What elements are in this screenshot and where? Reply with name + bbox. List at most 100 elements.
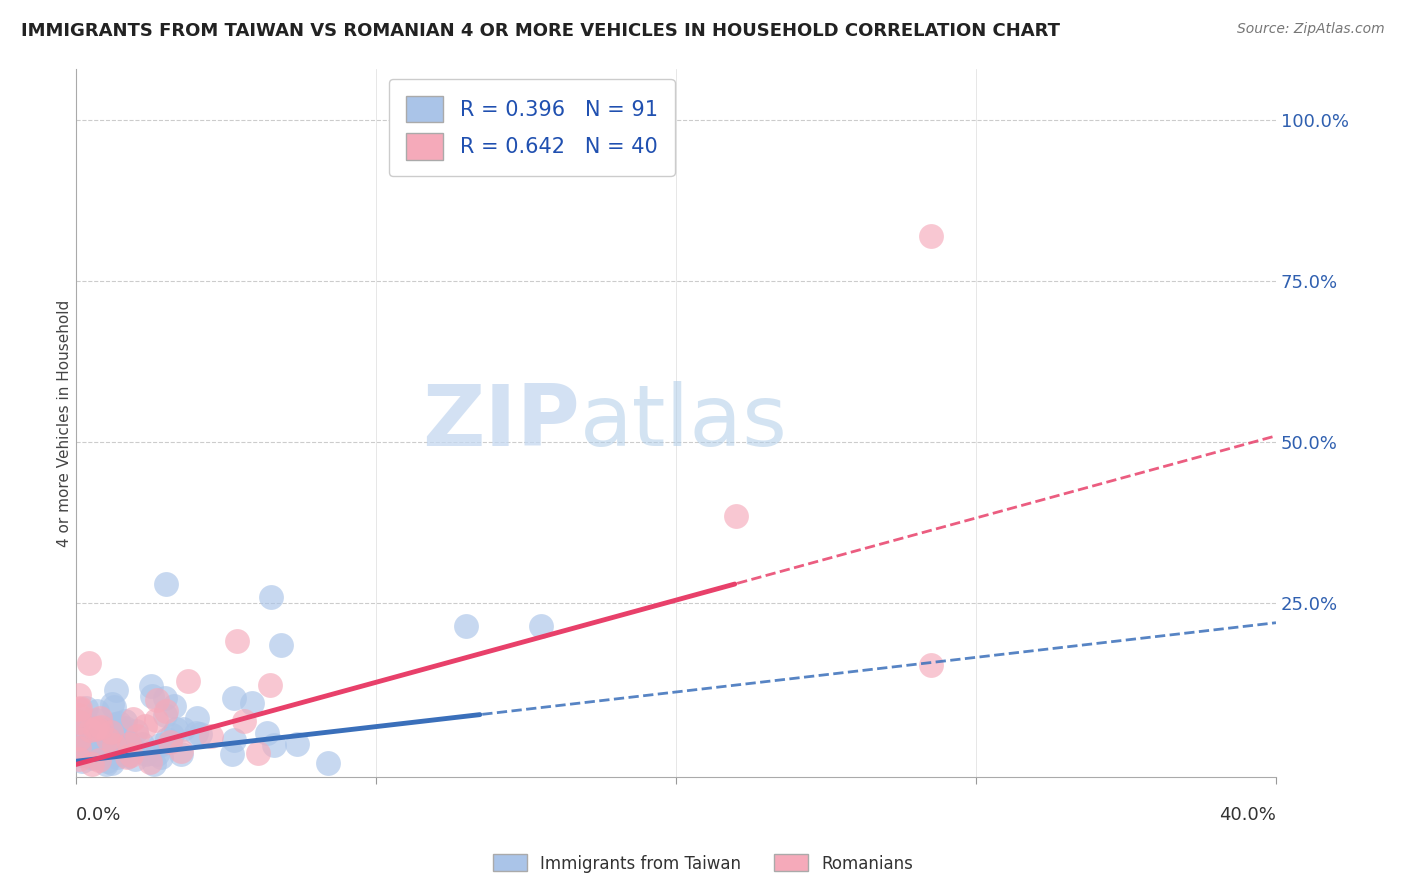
- Point: [84, 723, 107, 737]
- Point: [87, 723, 110, 738]
- Point: [260, 590, 283, 604]
- Text: atlas: atlas: [579, 382, 787, 465]
- Point: [94, 724, 117, 739]
- Point: [67, 689, 90, 703]
- Point: [127, 729, 149, 743]
- Point: [225, 634, 247, 648]
- Point: [105, 750, 128, 764]
- Point: [454, 619, 477, 633]
- Point: [107, 747, 129, 761]
- Point: [103, 738, 125, 752]
- Point: [75, 701, 97, 715]
- Point: [100, 722, 122, 736]
- Point: [67, 714, 90, 729]
- Point: [155, 705, 177, 719]
- Point: [101, 697, 124, 711]
- Point: [107, 742, 129, 756]
- Point: [93, 741, 115, 756]
- Point: [86, 713, 108, 727]
- Point: [75, 748, 97, 763]
- Point: [115, 733, 138, 747]
- Point: [316, 756, 339, 770]
- Text: ZIP: ZIP: [422, 382, 579, 465]
- Point: [170, 747, 193, 762]
- Point: [172, 722, 194, 736]
- Point: [97, 731, 120, 746]
- Point: [93, 731, 115, 746]
- Point: [67, 714, 90, 728]
- Point: [86, 704, 108, 718]
- Point: [110, 747, 132, 761]
- Point: [67, 731, 90, 746]
- Point: [105, 747, 128, 762]
- Point: [90, 747, 112, 761]
- Point: [724, 509, 747, 524]
- Point: [70, 754, 93, 768]
- Point: [143, 756, 166, 771]
- Point: [96, 756, 118, 771]
- Point: [104, 740, 127, 755]
- Point: [200, 729, 222, 743]
- Point: [146, 693, 169, 707]
- Point: [120, 747, 142, 762]
- Point: [270, 638, 292, 652]
- Point: [165, 723, 187, 737]
- Text: Source: ZipAtlas.com: Source: ZipAtlas.com: [1237, 22, 1385, 37]
- Point: [121, 741, 143, 756]
- Point: [104, 716, 127, 731]
- Point: [118, 737, 141, 751]
- Point: [224, 691, 246, 706]
- Point: [100, 724, 122, 739]
- Legend: R = 0.396   N = 91, R = 0.642   N = 40: R = 0.396 N = 91, R = 0.642 N = 40: [389, 78, 675, 177]
- Point: [155, 577, 177, 591]
- Point: [100, 731, 122, 745]
- Point: [96, 755, 118, 769]
- Point: [110, 746, 132, 760]
- Point: [69, 733, 91, 747]
- Point: [90, 728, 112, 742]
- Point: [117, 749, 139, 764]
- Point: [139, 755, 162, 769]
- Point: [67, 741, 90, 756]
- Point: [122, 712, 145, 726]
- Point: [115, 749, 138, 764]
- Point: [920, 657, 942, 672]
- Point: [89, 732, 111, 747]
- Point: [233, 714, 256, 728]
- Point: [170, 744, 193, 758]
- Point: [69, 747, 91, 761]
- Point: [134, 719, 156, 733]
- Point: [153, 708, 176, 723]
- Point: [153, 690, 176, 705]
- Point: [125, 723, 148, 738]
- Point: [256, 725, 278, 739]
- Text: IMMIGRANTS FROM TAIWAN VS ROMANIAN 4 OR MORE VEHICLES IN HOUSEHOLD CORRELATION C: IMMIGRANTS FROM TAIWAN VS ROMANIAN 4 OR …: [21, 22, 1060, 40]
- Point: [89, 731, 111, 746]
- Point: [186, 711, 208, 725]
- Point: [114, 732, 136, 747]
- Point: [108, 722, 131, 736]
- Point: [100, 726, 122, 740]
- Point: [135, 747, 157, 762]
- Text: 40.0%: 40.0%: [1219, 806, 1277, 824]
- Text: 0.0%: 0.0%: [76, 806, 121, 824]
- Point: [67, 727, 90, 741]
- Y-axis label: 4 or more Vehicles in Household: 4 or more Vehicles in Household: [58, 300, 72, 547]
- Point: [114, 730, 136, 744]
- Point: [82, 750, 104, 764]
- Point: [67, 752, 90, 766]
- Point: [162, 728, 184, 742]
- Point: [67, 740, 90, 755]
- Point: [242, 696, 264, 710]
- Legend: Immigrants from Taiwan, Romanians: Immigrants from Taiwan, Romanians: [486, 847, 920, 880]
- Point: [75, 743, 97, 757]
- Point: [124, 752, 146, 766]
- Point: [96, 723, 118, 737]
- Point: [247, 746, 270, 760]
- Point: [105, 682, 128, 697]
- Point: [87, 753, 110, 767]
- Point: [146, 747, 169, 761]
- Point: [111, 746, 134, 760]
- Point: [104, 720, 127, 734]
- Point: [141, 689, 163, 703]
